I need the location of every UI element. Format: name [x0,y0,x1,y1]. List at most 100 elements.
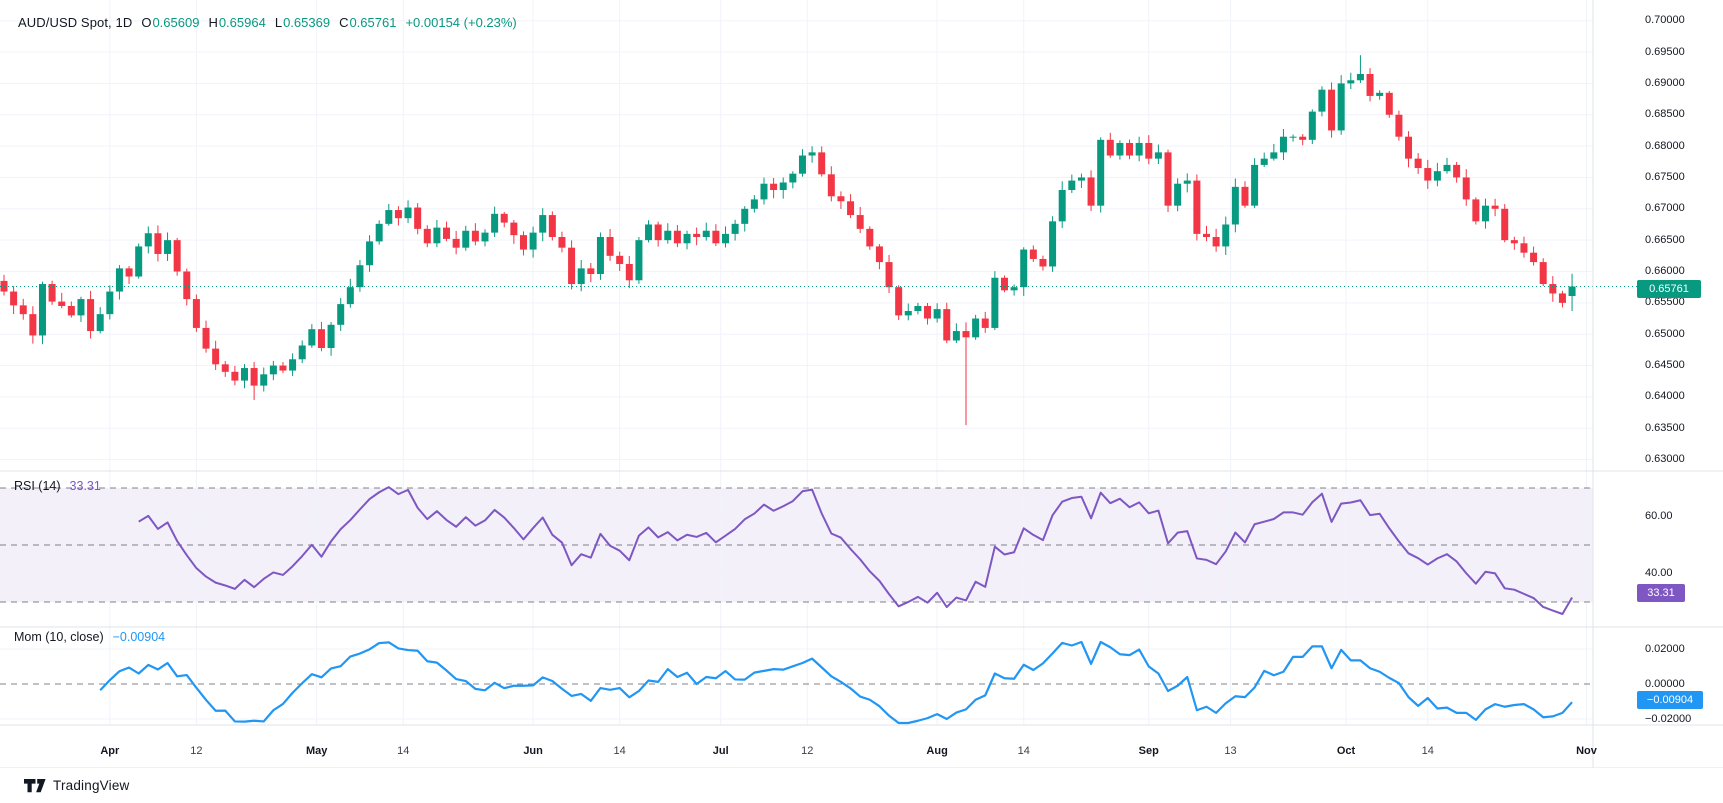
momentum-value-badge: −0.00904 [1637,691,1703,709]
candle-up [1270,152,1278,159]
candle-up [135,246,143,277]
candle-up [731,223,739,234]
candle-down [1549,284,1557,294]
rsi-legend[interactable]: RSI (14) 33.31 [14,479,101,493]
candle-down [1558,293,1566,303]
candle-up [1376,92,1384,96]
candle-down [693,233,701,238]
candle-up [1289,136,1297,138]
candle-down [1501,208,1509,241]
price-axis[interactable] [1594,0,1723,768]
candle-up [933,309,941,319]
tradingview-link[interactable]: TradingView [53,778,130,793]
candle-down [1164,152,1172,206]
candle-down [568,247,576,285]
candle-up [346,287,354,305]
candle-down [471,230,479,242]
candle-up [356,265,364,288]
candle-down [856,215,864,229]
candle-up [1568,286,1576,297]
candle-down [231,371,239,381]
candle-up [683,233,691,244]
candle-down [673,230,681,244]
candle-up [1068,180,1076,190]
candle-down [1193,180,1201,234]
candle-up [375,223,383,242]
candle-down [818,152,826,175]
candle-up [664,230,672,241]
ohlc-low: L 0.65369 [274,15,331,30]
candle-down [519,235,527,250]
candle-up [635,240,643,281]
candle-down [606,237,614,256]
candle-down [875,246,883,263]
time-axis[interactable] [0,726,1723,768]
rsi-line [138,486,1573,615]
candle-down [1453,164,1461,178]
momentum-line [99,640,1573,725]
candle-up [462,230,470,248]
candle-down [183,271,191,300]
candle-up [596,237,604,275]
candle-down [587,268,595,275]
candle-down [895,287,903,316]
candle-down [1385,92,1393,115]
candle-up [645,224,653,241]
candle-down [67,305,75,316]
candle-down [712,230,720,244]
last-price-badge: 0.65761 [1637,280,1701,298]
candle-up [1077,177,1085,181]
candle-up [337,304,345,325]
candle-down [510,222,518,236]
candle-up [1347,80,1355,84]
candle-down [558,237,566,248]
candle-up [385,210,393,224]
candle-down [1106,139,1114,156]
candle-up [1251,164,1259,206]
attribution-bar: TradingView [0,768,1723,803]
candle-down [1530,252,1538,263]
candle-down [654,224,662,241]
candle-down [943,309,951,341]
candle-down [423,228,431,244]
candle-up [722,233,729,244]
tradingview-logo-icon[interactable] [24,778,46,793]
rsi-title: RSI (14) [14,479,61,493]
candle-down [1126,142,1134,156]
candle-up [404,207,412,219]
symbol-legend[interactable]: AUD/USD Spot, 1D O 0.65609 H 0.65964 L 0.65… [18,15,517,30]
candle-down [125,268,133,277]
candle-up [260,374,268,386]
candle-down [1520,243,1528,253]
candle-down [58,301,66,306]
candle-up [269,365,277,375]
candle-up [433,227,441,244]
candle-up [38,284,46,336]
candle-up [96,314,104,332]
candle-down [770,183,778,190]
candle-down [1366,73,1374,96]
candle-up [308,329,316,346]
candle-up [741,208,749,224]
momentum-value: −0.00904 [112,630,166,644]
change-value: +0.00154 (+0.23%) [405,15,517,30]
ohlc-open: O 0.65609 [141,15,200,30]
candle-down [48,284,56,302]
candle-up [1279,136,1287,153]
candle-down [1491,205,1499,209]
candle-up [1174,183,1182,206]
candle-down [1039,258,1047,267]
candle-down [625,263,633,281]
candle-up [144,233,152,247]
candle-up [914,305,922,312]
candle-up [1183,180,1191,184]
candle-down [548,215,556,238]
candle-down [10,291,18,306]
candle-down [192,299,200,328]
candle-up [991,277,999,328]
candle-down [1029,249,1037,259]
momentum-legend[interactable]: Mom (10, close) −0.00904 [14,630,165,644]
candle-down [1510,240,1518,244]
